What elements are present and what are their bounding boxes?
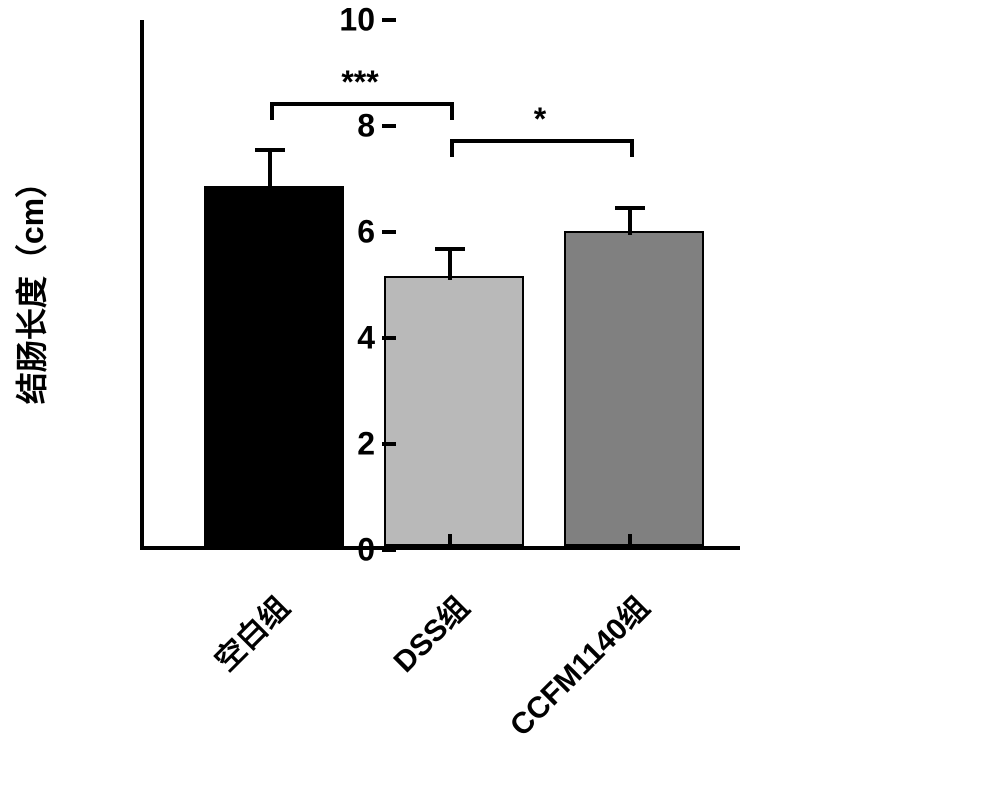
significance-bracket-end — [450, 102, 454, 120]
bar-chart — [140, 20, 740, 550]
significance-bracket-end — [630, 139, 634, 157]
error-bar — [268, 150, 272, 190]
bar — [204, 186, 344, 546]
y-tick — [382, 548, 396, 552]
error-bar — [628, 208, 632, 235]
error-bar-cap — [255, 148, 285, 152]
significance-label: * — [534, 101, 546, 138]
significance-bracket-end — [450, 139, 454, 157]
y-tick-label: 10 — [339, 2, 375, 39]
significance-bracket — [450, 139, 634, 143]
x-tick — [268, 534, 272, 548]
y-tick-label: 6 — [357, 214, 375, 251]
significance-label: *** — [341, 64, 378, 101]
error-bar — [448, 249, 452, 280]
y-tick-label: 4 — [357, 320, 375, 357]
y-axis-label: 结肠长度（cm） — [7, 166, 53, 404]
y-tick — [382, 18, 396, 22]
y-tick — [382, 336, 396, 340]
y-tick-label: 0 — [357, 532, 375, 569]
bar — [384, 276, 524, 546]
y-tick — [382, 124, 396, 128]
error-bar-cap — [615, 206, 645, 210]
significance-bracket — [270, 102, 454, 106]
y-tick-label: 8 — [357, 108, 375, 145]
plot-area — [140, 20, 740, 550]
y-tick-label: 2 — [357, 426, 375, 463]
y-tick — [382, 442, 396, 446]
x-tick — [628, 534, 632, 548]
x-axis-label: 空白组 — [203, 584, 298, 679]
x-axis-label: CCFM1140组 — [498, 584, 658, 744]
significance-bracket-end — [270, 102, 274, 120]
error-bar-cap — [435, 247, 465, 251]
x-tick — [448, 534, 452, 548]
x-axis-label: DSS组 — [382, 584, 478, 680]
bar — [564, 231, 704, 546]
y-tick — [382, 230, 396, 234]
